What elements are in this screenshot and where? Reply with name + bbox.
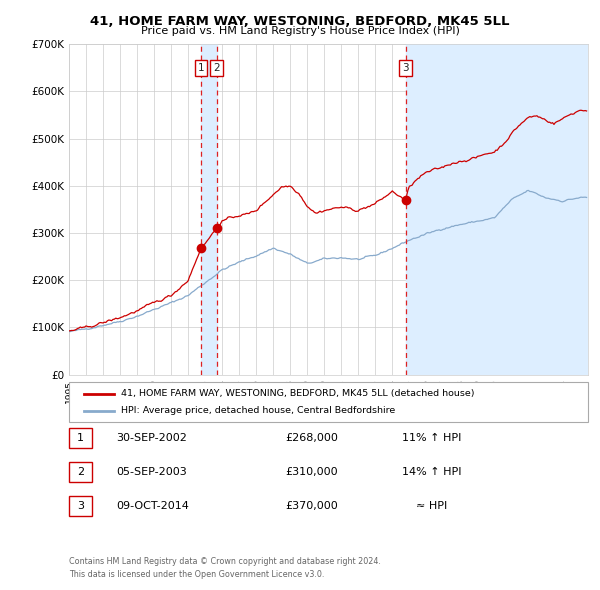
Text: 2: 2: [213, 63, 220, 73]
Text: 41, HOME FARM WAY, WESTONING, BEDFORD, MK45 5LL (detached house): 41, HOME FARM WAY, WESTONING, BEDFORD, M…: [121, 389, 475, 398]
Text: £268,000: £268,000: [286, 433, 338, 442]
Text: 11% ↑ HPI: 11% ↑ HPI: [403, 433, 461, 442]
Bar: [406, 44, 588, 375]
Text: 14% ↑ HPI: 14% ↑ HPI: [402, 467, 462, 477]
Text: 41, HOME FARM WAY, WESTONING, BEDFORD, MK45 5LL: 41, HOME FARM WAY, WESTONING, BEDFORD, M…: [90, 15, 510, 28]
Bar: [201, 44, 217, 375]
Text: Price paid vs. HM Land Registry's House Price Index (HPI): Price paid vs. HM Land Registry's House …: [140, 26, 460, 36]
Text: 05-SEP-2003: 05-SEP-2003: [116, 467, 187, 477]
Text: 2: 2: [77, 467, 84, 477]
Text: 3: 3: [402, 63, 409, 73]
Text: Contains HM Land Registry data © Crown copyright and database right 2024.: Contains HM Land Registry data © Crown c…: [69, 558, 381, 566]
Text: 3: 3: [77, 502, 84, 511]
Text: This data is licensed under the Open Government Licence v3.0.: This data is licensed under the Open Gov…: [69, 571, 325, 579]
Text: 1: 1: [197, 63, 204, 73]
Text: £310,000: £310,000: [286, 467, 338, 477]
Text: £370,000: £370,000: [286, 502, 338, 511]
Text: ≈ HPI: ≈ HPI: [416, 502, 448, 511]
Text: 1: 1: [77, 433, 84, 442]
Text: HPI: Average price, detached house, Central Bedfordshire: HPI: Average price, detached house, Cent…: [121, 406, 395, 415]
Text: 09-OCT-2014: 09-OCT-2014: [116, 502, 188, 511]
Text: 30-SEP-2002: 30-SEP-2002: [116, 433, 187, 442]
